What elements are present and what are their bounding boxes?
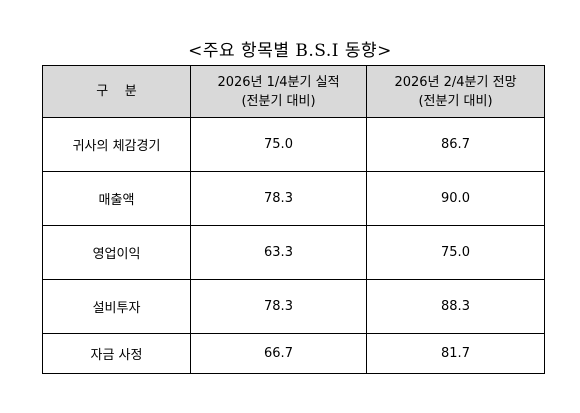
cell-value: 88.3 xyxy=(366,279,545,334)
row-label: 자금 사정 xyxy=(42,333,191,374)
cell-value: 78.3 xyxy=(190,171,367,226)
cell-value: 78.3 xyxy=(190,279,367,334)
row-label: 영업이익 xyxy=(42,225,191,280)
header-line: 2026년 1/4분기 실적 xyxy=(217,74,340,90)
header-line: 구 분 xyxy=(96,84,137,99)
cell-value: 75.0 xyxy=(190,117,367,172)
row-label: 설비투자 xyxy=(42,279,191,334)
cell-value: 66.7 xyxy=(190,333,367,374)
table-row: 영업이익 63.3 75.0 xyxy=(42,225,545,280)
row-label: 매출액 xyxy=(42,171,191,226)
cell-value: 81.7 xyxy=(366,333,545,374)
header-row: 구 분 2026년 1/4분기 실적 (전분기 대비) 2026년 2/4분기 전망 (… xyxy=(42,65,545,118)
header-line: (전분기 대비) xyxy=(241,93,316,109)
table-row: 설비투자 78.3 88.3 xyxy=(42,279,545,334)
row-label: 귀사의 체감경기 xyxy=(42,117,191,172)
cell-value: 75.0 xyxy=(366,225,545,280)
column-header: 2026년 1/4분기 실적 (전분기 대비) xyxy=(190,65,367,118)
header-line: (전분기 대비) xyxy=(418,93,493,109)
header-line: 2026년 2/4분기 전망 xyxy=(394,74,517,90)
table-row: 귀사의 체감경기 75.0 86.7 xyxy=(42,117,545,172)
table-row: 매출액 78.3 90.0 xyxy=(42,171,545,226)
column-header: 구 분 xyxy=(42,65,191,118)
table-row: 자금 사정 66.7 81.7 xyxy=(42,333,545,374)
cell-value: 90.0 xyxy=(366,171,545,226)
table-body: 귀사의 체감경기 75.0 86.7 매출액 78.3 90.0 영업이익 63.3 75.0 설… xyxy=(42,117,545,374)
title: <주요 항목별 B.S.I 동향> xyxy=(188,41,392,61)
cell-value: 86.7 xyxy=(366,117,545,172)
cell-value: 63.3 xyxy=(190,225,367,280)
table: 구 분 2026년 1/4분기 실적 (전분기 대비) 2026년 2/4분기 전망 (… xyxy=(42,65,545,374)
column-header: 2026년 2/4분기 전망 (전분기 대비) xyxy=(366,65,545,118)
